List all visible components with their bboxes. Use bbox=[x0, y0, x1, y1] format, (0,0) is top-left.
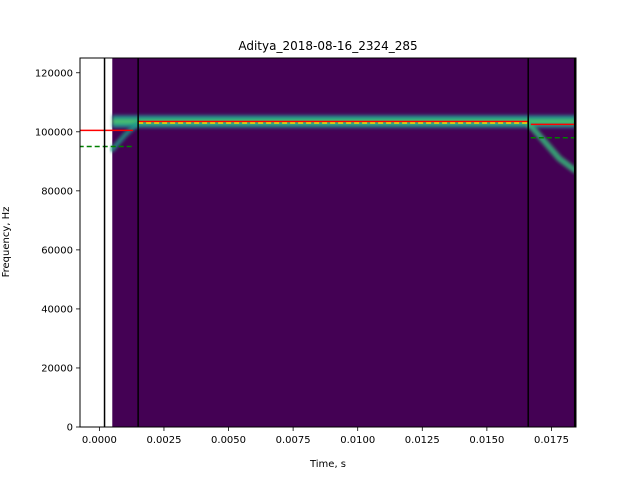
y-tick-label: 80000 bbox=[41, 186, 73, 197]
y-tick-label: 100000 bbox=[35, 127, 73, 138]
x-tick-label: 0.0150 bbox=[469, 435, 504, 446]
y-tick-label: 120000 bbox=[35, 68, 73, 79]
frequency-segments bbox=[80, 120, 575, 148]
y-axis-title: Frequency, Hz bbox=[1, 207, 12, 278]
x-tick-label: 0.0025 bbox=[146, 435, 181, 446]
x-tick-label: 0.0175 bbox=[534, 435, 569, 446]
spectrogram-background bbox=[112, 58, 576, 427]
spectrogram-downward-sweep bbox=[525, 119, 576, 174]
y-tick-label: 20000 bbox=[41, 363, 73, 374]
x-axis-title: Time, s bbox=[309, 459, 346, 470]
spectrogram-initial-sweep bbox=[109, 120, 141, 153]
x-tick-label: 0.0000 bbox=[82, 435, 117, 446]
y-tick-label: 60000 bbox=[41, 245, 73, 256]
x-tick-label: 0.0100 bbox=[340, 435, 375, 446]
x-tick-label: 0.0125 bbox=[405, 435, 440, 446]
x-tick-label: 0.0050 bbox=[211, 435, 246, 446]
x-tick-label: 0.0075 bbox=[276, 435, 311, 446]
x-axis: 0.0000 0.0025 0.0050 0.0075 0.0100 0.0125 0.01… bbox=[82, 427, 569, 446]
plot-area bbox=[80, 58, 576, 427]
call-boundaries bbox=[103, 58, 576, 427]
chart-title: Aditya_2018-08-16_2324_285 bbox=[238, 39, 417, 53]
y-axis: 0 20000 40000 60000 80000 100000 120000 bbox=[35, 68, 80, 434]
y-tick-label: 0 bbox=[67, 423, 73, 434]
y-tick-label: 40000 bbox=[41, 304, 73, 315]
plot-frame bbox=[79, 57, 577, 428]
